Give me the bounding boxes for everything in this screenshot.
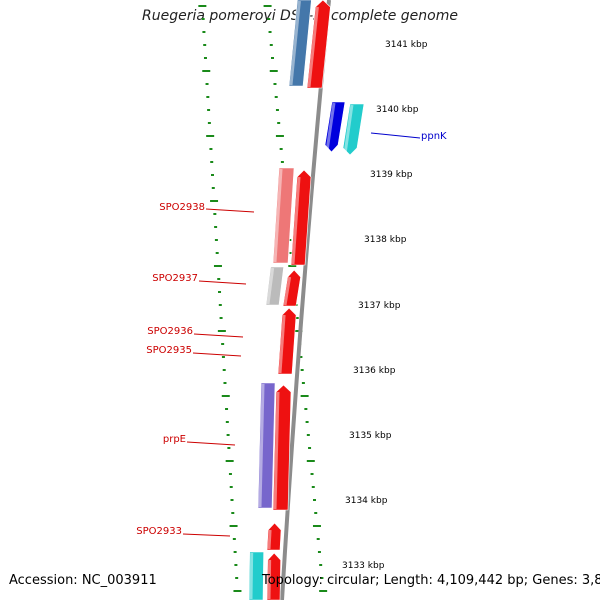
gene-highlight <box>267 559 272 600</box>
gene-arrow <box>282 269 301 307</box>
gene-highlight <box>289 0 301 86</box>
accession-label: Accession: NC_003911 <box>9 573 157 588</box>
gene-arrow <box>290 169 312 266</box>
gene-labels: ppnK SPO2938 SPO2937 SPO2936 SPO2935 prpE SPO2… <box>136 131 447 537</box>
kbp-label: 3140 kbp <box>376 105 419 115</box>
kbp-label: 3133 kbp <box>342 561 385 571</box>
gene-arrow <box>248 551 264 600</box>
kbp-labels: 3141 kbp 3140 kbp 3139 kbp 3138 kbp 3137 kbp… <box>342 40 428 571</box>
kbp-label: 3135 kbp <box>349 431 392 441</box>
leader-line <box>198 280 247 285</box>
gene-highlight <box>249 552 254 600</box>
gene-highlight <box>278 314 286 374</box>
SPO2938-arrow <box>272 167 295 264</box>
gene-label: SPO2937 <box>152 273 198 284</box>
gene-highlight <box>307 6 319 88</box>
SPO2936-arrow <box>277 307 297 375</box>
leader-line <box>193 333 244 338</box>
kbp-label: 3138 kbp <box>364 235 407 245</box>
topology-summary: Topology: circular; Length: 4,109,442 bp… <box>262 573 600 588</box>
kbp-label: 3141 kbp <box>385 40 428 50</box>
gene-arrow <box>306 0 331 89</box>
SPO2933-arrow <box>266 522 282 551</box>
gene-highlight <box>258 383 265 508</box>
leader-line <box>370 132 421 139</box>
gene-highlight <box>273 391 280 510</box>
gene-label: SPO2936 <box>147 326 193 337</box>
gene-arrow <box>266 552 281 600</box>
leader-line <box>186 441 236 446</box>
gene-label: prpE <box>163 434 186 445</box>
SPO2937-arrow <box>265 266 285 306</box>
gene-highlight <box>325 102 336 152</box>
gene-label: SPO2935 <box>146 345 192 356</box>
gene-highlight <box>283 276 292 306</box>
gene-highlight <box>291 176 301 265</box>
gene-label: SPO2938 <box>159 202 205 213</box>
gene-highlight <box>343 104 354 155</box>
gene-arrow <box>272 384 292 511</box>
gene-highlight <box>273 168 283 263</box>
ppnK-arrow <box>324 101 346 153</box>
gene-arrow <box>342 103 365 156</box>
left-tick-ring <box>198 5 242 592</box>
gene-features <box>248 0 365 600</box>
prpE-arrow <box>257 382 276 509</box>
gene-highlight <box>267 529 272 550</box>
gene-highlight <box>266 267 275 305</box>
leader-line <box>182 533 231 537</box>
kbp-label: 3134 kbp <box>345 496 388 506</box>
kbp-label: 3139 kbp <box>370 170 413 180</box>
leader-line <box>205 208 255 213</box>
kbp-label: 3136 kbp <box>353 366 396 376</box>
gene-arrow <box>288 0 312 87</box>
gene-label: ppnK <box>421 131 447 142</box>
leader-line <box>192 352 242 357</box>
gene-label: SPO2933 <box>136 526 182 537</box>
kbp-label: 3137 kbp <box>358 301 401 311</box>
